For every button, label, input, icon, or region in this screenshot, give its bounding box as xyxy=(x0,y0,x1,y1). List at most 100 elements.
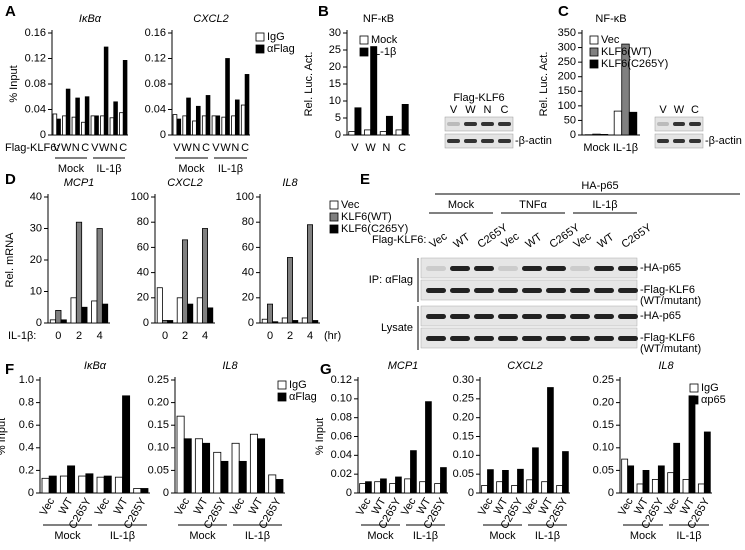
legend-swatch xyxy=(359,35,369,45)
bar xyxy=(187,303,194,324)
x-tick-label: Vec xyxy=(662,496,682,518)
bar xyxy=(133,488,142,494)
group-label: IL-1β xyxy=(96,163,121,175)
bar xyxy=(59,475,68,494)
y-tick-label: 0.20 xyxy=(593,397,614,409)
bar xyxy=(511,485,518,494)
y-tick-label: 40 xyxy=(242,267,254,279)
blot-title: Flag-KLF6 xyxy=(453,92,504,104)
chart-title: IL8 xyxy=(282,177,298,189)
y-tick-label: 0.06 xyxy=(331,430,352,442)
legend-label: KLF6(C265Y) xyxy=(341,223,408,235)
blot-band xyxy=(657,139,669,143)
blot-strip xyxy=(444,133,514,149)
bar xyxy=(202,442,211,494)
x-axis-label: IL-1β: xyxy=(8,330,36,342)
y-tick-label: 60 xyxy=(242,241,254,253)
bar xyxy=(176,118,182,136)
bar xyxy=(75,221,83,324)
x-tick-label: 2 xyxy=(287,330,293,342)
y-tick-label: 10 xyxy=(329,95,341,107)
bar xyxy=(541,481,548,494)
x-tick-label: W xyxy=(99,142,110,154)
bar xyxy=(425,401,432,494)
legend-swatch xyxy=(589,35,599,45)
bar xyxy=(599,134,609,136)
blot-row-label: -β-actin xyxy=(705,135,742,147)
blot-band xyxy=(594,288,614,293)
x-tick-label: V xyxy=(351,142,359,154)
bar xyxy=(306,224,313,324)
legend-swatch xyxy=(329,224,339,234)
y-tick-label: 50 xyxy=(564,114,576,126)
chart-title: CXCL2 xyxy=(167,177,202,189)
section-label: IP: αFlag xyxy=(369,274,413,286)
y-tick-label: 0.15 xyxy=(453,430,474,442)
bar xyxy=(52,113,58,136)
blot-lane-label: V xyxy=(659,104,667,116)
legend-swatch xyxy=(589,59,599,69)
y-tick-label: 0 xyxy=(346,487,352,499)
bar xyxy=(96,476,105,494)
bar xyxy=(60,319,67,324)
bar xyxy=(48,475,57,494)
bar xyxy=(621,458,629,494)
y-tick-label: 0.4 xyxy=(19,442,34,454)
legend-label: αFlag xyxy=(267,43,295,55)
bar xyxy=(201,228,208,324)
y-tick-label: 60 xyxy=(137,241,149,253)
blot-band xyxy=(481,122,494,126)
bar xyxy=(114,476,123,494)
y-tick-label: 0.25 xyxy=(148,374,169,386)
bar xyxy=(225,58,230,136)
bar xyxy=(49,319,57,324)
y-tick-label: 0.12 xyxy=(145,52,166,64)
chart-title: MCP1 xyxy=(64,177,95,189)
blot-band xyxy=(546,314,566,319)
bar xyxy=(192,120,197,136)
bar xyxy=(194,438,203,494)
blot-band xyxy=(546,288,566,293)
chart-title: IκBα xyxy=(84,360,107,372)
lane-label: WT xyxy=(452,231,473,251)
x-tick-label: Vec xyxy=(616,496,636,518)
bar xyxy=(103,46,109,136)
x-unit-label: (hr) xyxy=(324,330,341,342)
blot-band xyxy=(594,336,614,341)
y-tick-label: 20 xyxy=(242,292,254,304)
bar xyxy=(161,320,168,324)
y-axis-label: Rel. Luc. Act. xyxy=(303,52,315,117)
x-tick-label: 4 xyxy=(307,330,313,342)
y-tick-label: 0 xyxy=(335,129,341,141)
legend-label: IL-1β xyxy=(371,46,396,58)
y-tick-label: 0 xyxy=(36,317,42,329)
y-tick-label: 30 xyxy=(329,27,341,39)
group-label: Mock xyxy=(367,530,394,542)
panel-label: C xyxy=(558,3,569,20)
group-label: IL-1β xyxy=(218,163,243,175)
y-tick-label: 80 xyxy=(137,216,149,228)
y-tick-label: 1.0 xyxy=(19,374,34,386)
y-tick-label: 0.05 xyxy=(148,464,169,476)
bar xyxy=(205,95,211,136)
bar xyxy=(266,303,273,324)
x-tick-label: 4 xyxy=(202,330,208,342)
chart-title: NF-κB xyxy=(595,13,626,25)
bar xyxy=(389,483,396,494)
blot-band xyxy=(618,314,638,319)
x-tick-label: W xyxy=(61,142,72,154)
bar xyxy=(627,465,635,494)
x-tick-label: 0 xyxy=(55,330,61,342)
y-tick-label: 0.25 xyxy=(453,393,474,405)
y-tick-label: 0 xyxy=(570,129,576,141)
panel-label: D xyxy=(5,171,16,188)
legend-label: Vec xyxy=(601,34,620,46)
y-tick-label: 20 xyxy=(30,254,42,266)
blot-lane-label: W xyxy=(465,104,476,116)
legend-swatch xyxy=(689,383,699,393)
x-tick-label: C xyxy=(398,142,406,154)
section-label: Lysate xyxy=(381,322,413,334)
y-tick-label: 100 xyxy=(131,191,149,203)
y-tick-label: 0 xyxy=(143,317,149,329)
legend-swatch xyxy=(255,44,265,54)
